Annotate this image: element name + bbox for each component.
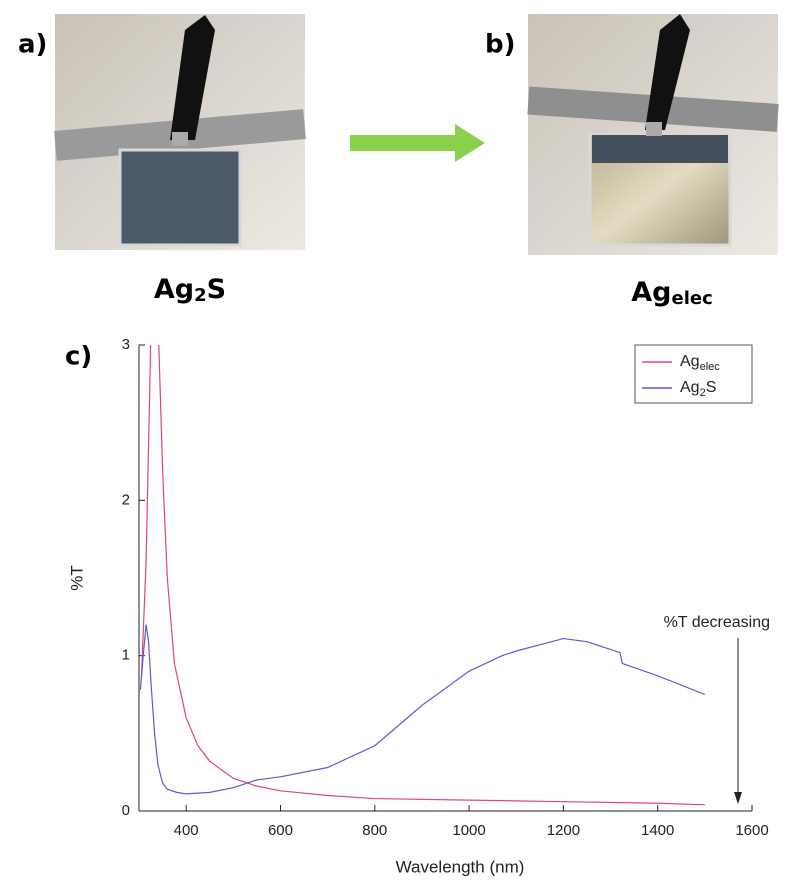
label-sub: elec bbox=[671, 288, 712, 309]
legend bbox=[634, 344, 753, 404]
x-tick-label: 1200 bbox=[547, 822, 580, 839]
series-line bbox=[139, 624, 706, 795]
x-tick-label: 400 bbox=[174, 822, 199, 839]
annotation-arrowhead bbox=[734, 792, 742, 804]
photo-label: Agelec bbox=[631, 277, 713, 310]
photo-a bbox=[54, 14, 306, 250]
x-tick-label: 1400 bbox=[641, 822, 674, 839]
y-tick-label: 3 bbox=[122, 336, 130, 353]
x-axis-title: Wavelength (nm) bbox=[396, 857, 525, 876]
label-main: Ag bbox=[631, 277, 671, 308]
legend-tail: S bbox=[706, 379, 717, 396]
plot-area bbox=[139, 345, 706, 806]
y-axis-title: %T bbox=[67, 565, 86, 591]
process-arrow bbox=[350, 124, 485, 162]
legend-label: Ag2S bbox=[680, 379, 716, 399]
x-tick-label: 1600 bbox=[735, 822, 768, 839]
x-tick-label: 800 bbox=[362, 822, 387, 839]
panel-label: a) bbox=[18, 30, 47, 60]
series-line bbox=[140, 345, 705, 806]
x-tick-label: 1000 bbox=[452, 822, 485, 839]
legend-label: Agelec bbox=[680, 353, 720, 373]
x-tick-label: 600 bbox=[268, 822, 293, 839]
legend-name: Ag bbox=[680, 353, 700, 370]
panel-label: b) bbox=[485, 30, 516, 60]
y-tick-label: 1 bbox=[122, 647, 130, 664]
y-tick-label: 0 bbox=[122, 802, 130, 819]
photo-b bbox=[527, 14, 779, 255]
legend-name: Ag bbox=[680, 379, 700, 396]
label-tail: S bbox=[207, 274, 226, 305]
legend-sub: elec bbox=[700, 361, 721, 373]
panel-label: c) bbox=[65, 342, 92, 372]
annotation: %T decreasing bbox=[664, 614, 770, 631]
label-sub: 2 bbox=[194, 285, 207, 306]
label-main: Ag bbox=[154, 274, 194, 305]
photo-label: Ag2S bbox=[154, 274, 226, 307]
y-tick-label: 2 bbox=[122, 491, 130, 508]
legend-sub: 2 bbox=[700, 387, 706, 399]
